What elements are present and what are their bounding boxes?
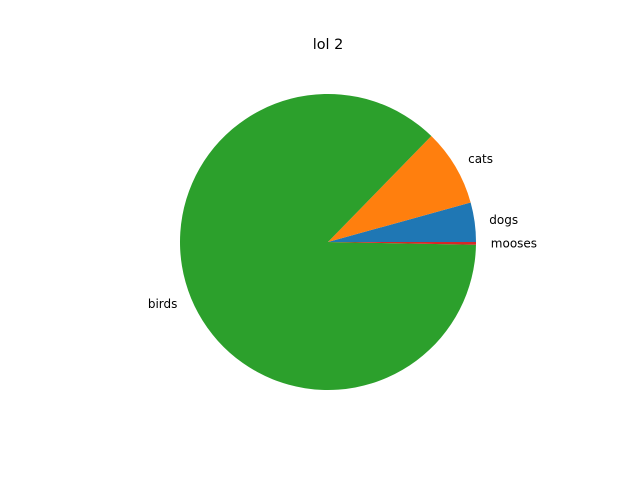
pie-label-mooses: mooses bbox=[491, 237, 537, 251]
pie-labels: dogs cats birds mooses bbox=[148, 152, 537, 311]
pie-slices bbox=[179, 93, 476, 390]
chart-title: lol 2 bbox=[313, 37, 344, 53]
pie-slice-mooses bbox=[328, 242, 476, 245]
pie-label-cats: cats bbox=[468, 152, 493, 166]
pie-slice-birds bbox=[179, 93, 476, 390]
pie-label-dogs: dogs bbox=[489, 213, 518, 227]
pie-label-birds: birds bbox=[148, 297, 178, 311]
pie-slice-dogs bbox=[328, 202, 476, 242]
pie-slice-cats bbox=[328, 136, 471, 242]
